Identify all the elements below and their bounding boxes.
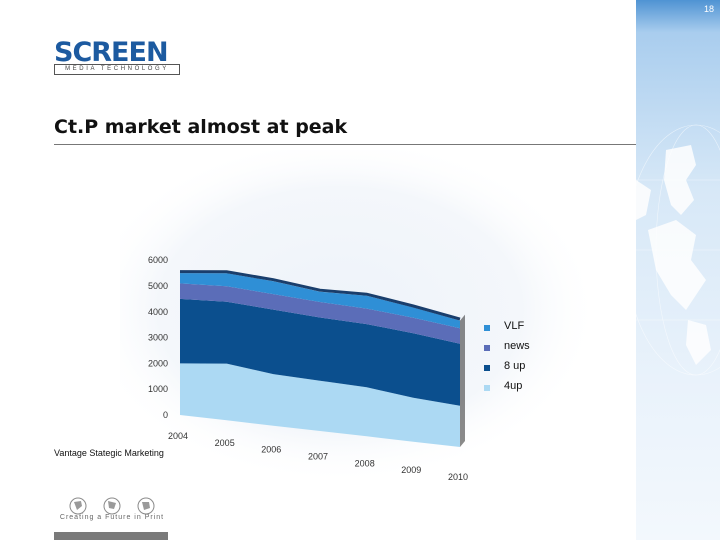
decorative-side-panel xyxy=(636,0,720,540)
x-tick-label: 2007 xyxy=(308,452,328,462)
y-tick-label: 6000 xyxy=(148,255,168,265)
legend-label-8up: 8 up xyxy=(504,360,526,372)
legend-swatch-8up xyxy=(484,365,490,371)
logo-wordmark: SCREEN xyxy=(54,37,169,68)
footer-bar xyxy=(54,532,168,540)
legend-swatch-4up xyxy=(484,385,490,391)
y-tick-label: 4000 xyxy=(148,307,168,317)
x-tick-label: 2009 xyxy=(401,465,421,475)
x-tick-label: 2010 xyxy=(448,472,468,480)
area-series-vlf xyxy=(180,273,460,329)
footer-logo: Creating a Future in Print xyxy=(56,496,168,530)
y-tick-label: 1000 xyxy=(148,384,168,394)
legend-swatch-news xyxy=(484,345,490,351)
globe-icon xyxy=(636,124,720,376)
footer-globes-icon xyxy=(69,497,155,515)
page-number: 18 xyxy=(703,4,714,14)
legend-label-4up: 4up xyxy=(504,380,523,392)
y-tick-label: 5000 xyxy=(148,281,168,291)
y-tick-label: 2000 xyxy=(148,358,168,368)
area-series-4up xyxy=(180,363,460,447)
area-top-rim xyxy=(179,270,461,321)
area-series-8up xyxy=(180,298,460,406)
source-caption: Vantage Stategic Marketing xyxy=(54,448,164,458)
chart-depth-edge xyxy=(460,314,465,447)
legend-swatch-vlf xyxy=(484,325,490,331)
market-area-chart: 0 1000 2000 3000 4000 5000 6000 2004 2005 2006 20… xyxy=(120,150,600,480)
screen-logo: SCREEN MEDIA TECHNOLOGY xyxy=(54,37,180,75)
slide-title: Ct.P market almost at peak xyxy=(54,116,348,138)
logo-tagline: MEDIA TECHNOLOGY xyxy=(54,64,180,75)
x-tick-label: 2004 xyxy=(168,431,188,441)
title-divider xyxy=(54,144,636,145)
y-tick-label: 3000 xyxy=(148,333,168,343)
footer-tagline: Creating a Future in Print xyxy=(59,514,165,521)
x-tick-label: 2006 xyxy=(261,445,281,455)
x-tick-label: 2005 xyxy=(215,438,235,448)
legend-label-vlf: VLF xyxy=(504,320,525,332)
y-tick-label: 0 xyxy=(163,410,168,420)
area-series-news xyxy=(180,283,460,344)
x-tick-label: 2008 xyxy=(355,458,375,468)
legend-label-news: news xyxy=(504,340,530,352)
